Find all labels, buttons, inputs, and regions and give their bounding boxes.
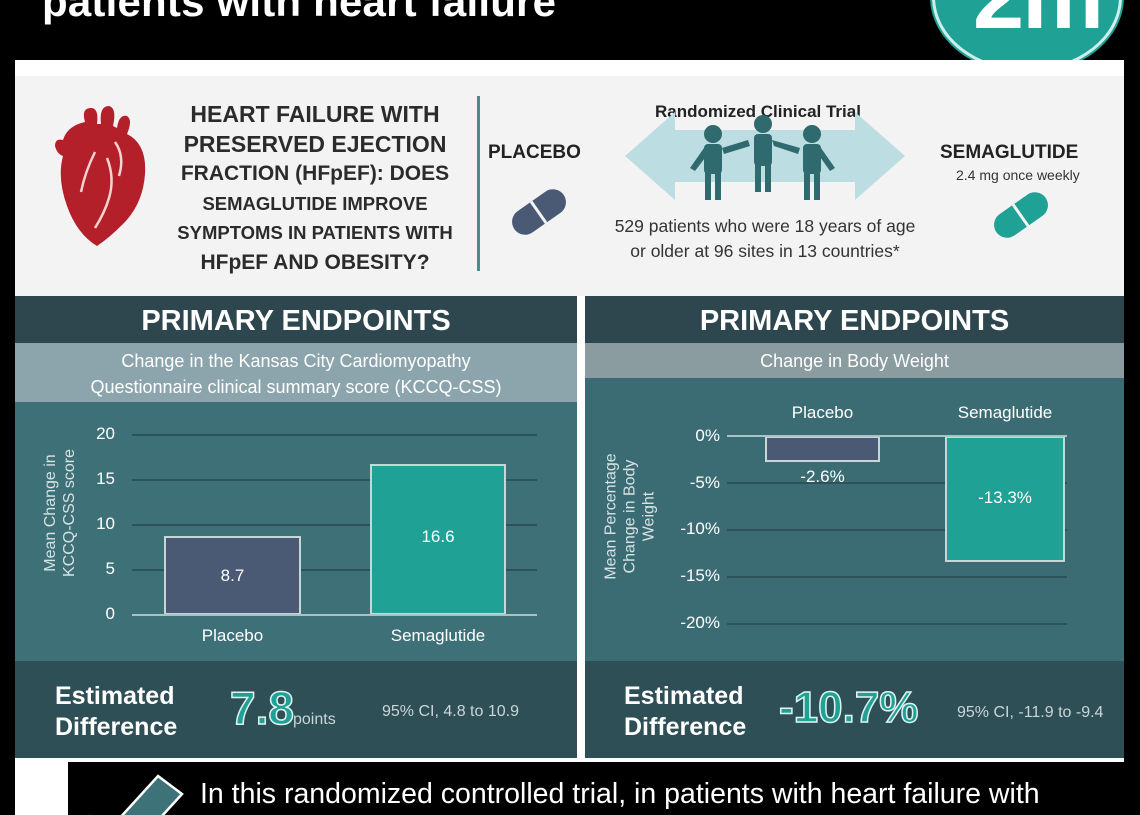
- trial-desc-line: 529 patients who were 18 years of age: [614, 216, 916, 236]
- y-tick: 20: [96, 424, 115, 443]
- question-line: HFpEF AND OBESITY?: [200, 250, 430, 274]
- divider: [477, 96, 480, 271]
- bar-value-label: 8.7: [220, 566, 245, 585]
- bar-placebo: [765, 436, 880, 462]
- y-tick: -10%: [680, 519, 720, 538]
- confidence-interval: 95% CI, 4.8 to 10.9: [382, 703, 519, 720]
- gridline: [727, 623, 1067, 625]
- gridline: [727, 529, 1067, 531]
- confidence-interval: 95% CI, -11.9 to -9.4: [957, 704, 1104, 721]
- x-category-label: Placebo: [201, 626, 264, 645]
- trial-title: Randomized Clinical Trial: [655, 102, 861, 121]
- estimate-label: Estimated Difference: [55, 681, 177, 743]
- y-tick: 15: [96, 469, 115, 488]
- logo-text: 2m: [973, 0, 1104, 50]
- y-axis-label-line: Weight: [640, 491, 658, 542]
- gridline: [727, 482, 1067, 484]
- bar-semaglutide: [945, 436, 1065, 562]
- intro-section: HEART FAILURE WITH PRESERVED EJECTION FR…: [15, 76, 1124, 296]
- y-axis-label-line: Mean Percentage: [602, 453, 620, 580]
- bar-value-label: -2.6%: [800, 467, 845, 486]
- body-weight-chart: Placebo Semaglutide Mean Percentage Chan…: [585, 378, 1124, 661]
- infographic-body: HEART FAILURE WITH PRESERVED EJECTION FR…: [15, 60, 1124, 760]
- estimate-label-line: Estimated: [55, 682, 175, 710]
- patients-icon: [690, 115, 835, 200]
- subtitle-line: Questionnaire clinical summary score (KC…: [90, 377, 502, 397]
- question-line: HEART FAILURE WITH: [190, 101, 440, 127]
- gridline: [132, 434, 537, 436]
- trial-desc-line: or older at 96 sites in 13 countries*: [630, 241, 900, 261]
- kccq-chart: Mean Change in KCCQ-CSS score 20 15 10 5…: [15, 402, 577, 661]
- panel-subtitle: Change in Body Weight: [585, 343, 1124, 378]
- gridline: [132, 569, 537, 571]
- research-question: HEART FAILURE WITH PRESERVED EJECTION FR…: [165, 100, 465, 277]
- estimate-label: Estimated Difference: [624, 681, 746, 743]
- y-tick: -20%: [680, 613, 720, 632]
- estimate-value: -10.7%: [778, 682, 919, 733]
- conclusion-bar: [68, 762, 1124, 815]
- kccq-panel: PRIMARY ENDPOINTS Change in the Kansas C…: [15, 296, 577, 759]
- estimate-label-line: Difference: [624, 713, 747, 741]
- y-axis-label-line: Change in Body: [621, 459, 639, 574]
- semaglutide-dose: 2.4 mg once weekly: [956, 167, 1080, 183]
- conclusion-text: In this randomized controlled trial, in …: [200, 778, 1040, 810]
- y-axis-label-line: Mean Change in: [42, 454, 59, 572]
- body-weight-panel: PRIMARY ENDPOINTS Change in Body Weight …: [585, 296, 1124, 759]
- y-tick: 0%: [695, 426, 720, 445]
- y-tick: -15%: [680, 566, 720, 585]
- trial-description: 529 patients who were 18 years of age or…: [595, 214, 935, 264]
- bar-placebo: [164, 536, 301, 615]
- y-axis-label: Mean Percentage Change in Body Weight: [602, 432, 659, 602]
- y-tick: 5: [105, 559, 115, 578]
- semaglutide-pill-icon: [988, 187, 1054, 243]
- semaglutide-label: SEMAGLUTIDE: [940, 142, 1079, 163]
- question-line: SYMPTOMS IN PATIENTS WITH: [177, 222, 453, 243]
- x-category-label: Semaglutide: [390, 626, 486, 645]
- panel-title: PRIMARY ENDPOINTS: [15, 296, 577, 343]
- x-category-label: Semaglutide: [957, 403, 1053, 422]
- estimated-difference: Estimated Difference -10.7% 95% CI, -11.…: [585, 661, 1124, 759]
- placebo-pill-icon: [506, 184, 572, 240]
- infographic-title: patients with heart failure: [42, 0, 557, 25]
- gridline: [132, 479, 537, 481]
- estimate-value: 7.8: [229, 681, 294, 735]
- panel-title: PRIMARY ENDPOINTS: [585, 296, 1124, 343]
- estimated-difference: Estimated Difference 7.8 points 95% CI, …: [15, 661, 577, 759]
- y-tick: -5%: [689, 473, 720, 492]
- subtitle-line: Change in the Kansas City Cardiomyopathy: [121, 351, 471, 371]
- question-line: PRESERVED EJECTION: [183, 130, 447, 157]
- panel-subtitle: Change in the Kansas City Cardiomyopathy…: [15, 343, 577, 402]
- gridline: [132, 524, 537, 526]
- x-axis-line: [727, 435, 1067, 437]
- gridline: [727, 576, 1067, 578]
- x-axis-line: [132, 614, 537, 616]
- placebo-label: PLACEBO: [488, 142, 581, 163]
- bar-semaglutide: [370, 464, 506, 615]
- bar-value-label: -13.3%: [978, 488, 1032, 507]
- estimate-label-line: Difference: [55, 713, 178, 741]
- question-line: SEMAGLUTIDE IMPROVE: [202, 192, 428, 214]
- y-axis-label: Mean Change in KCCQ-CSS score: [41, 413, 79, 613]
- estimate-label-line: Estimated: [624, 682, 744, 710]
- bar-value-label: 16.6: [421, 527, 455, 546]
- y-tick: 10: [96, 514, 115, 533]
- y-tick: 0: [105, 604, 115, 623]
- x-category-label: Placebo: [791, 403, 854, 422]
- heart-icon: [55, 106, 146, 246]
- pen-icon: [89, 774, 184, 815]
- estimate-unit: points: [293, 711, 336, 728]
- question-line: FRACTION (HFpEF): DOES: [180, 162, 450, 185]
